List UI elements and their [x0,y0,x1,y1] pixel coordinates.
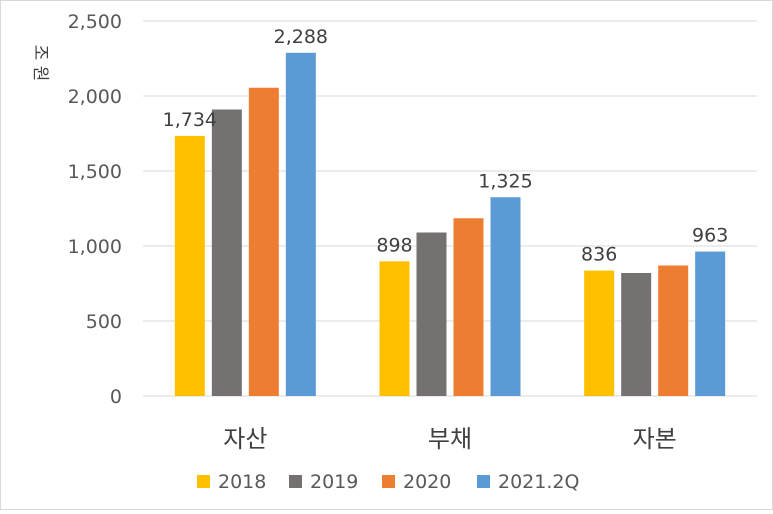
y-tick-label: 2,500 [68,11,122,33]
bar-2018-자산 [174,135,205,396]
legend-swatch [477,475,490,488]
gridlines [143,20,757,397]
bar-2021.2Q-자산 [285,52,316,397]
y-tick-label: 1,500 [68,161,122,183]
legend-label: 2018 [218,471,266,493]
legend: 2018 2019 2020 2021.2Q [197,471,579,493]
x-category-label: 자본 [633,425,677,453]
bar-2020-자본 [658,265,689,396]
bar-2021.2Q-부채 [490,197,521,396]
legend-label: 2019 [310,471,358,493]
bar-2020-자산 [248,87,279,396]
x-axis-category-labels: 자산 부채 자본 [223,425,677,453]
data-labels: 1,734 2,288 898 1,325 836 963 [163,26,729,266]
x-category-label: 부채 [428,425,472,453]
bars [174,52,726,397]
data-label: 836 [581,244,617,266]
data-label: 1,734 [163,109,217,131]
x-category-label: 자산 [223,425,267,453]
y-tick-label: 0 [110,386,122,408]
y-tick-label: 2,000 [68,86,122,108]
bar-2021.2Q-자본 [695,251,726,396]
bar-2019-자산 [211,109,242,396]
legend-swatch [289,475,302,488]
y-axis-tick-labels: 0 500 1,000 1,500 2,000 2,500 [68,11,122,408]
data-label: 2,288 [274,26,328,48]
bar-2018-부채 [379,261,410,396]
bar-2018-자본 [584,270,615,396]
legend-label: 2020 [403,471,451,493]
data-label: 963 [692,225,728,247]
legend-swatch [382,475,395,488]
bar-2020-부채 [453,218,484,396]
legend-swatch [197,475,210,488]
y-tick-label: 500 [86,311,122,333]
y-tick-label: 1,000 [68,236,122,258]
data-label: 898 [376,234,412,256]
legend-label: 2021.2Q [498,471,579,493]
data-label: 1,325 [478,170,532,192]
bar-2019-부채 [416,232,447,396]
bar-2019-자본 [621,273,652,396]
y-axis-label: 조 원 [30,45,50,82]
